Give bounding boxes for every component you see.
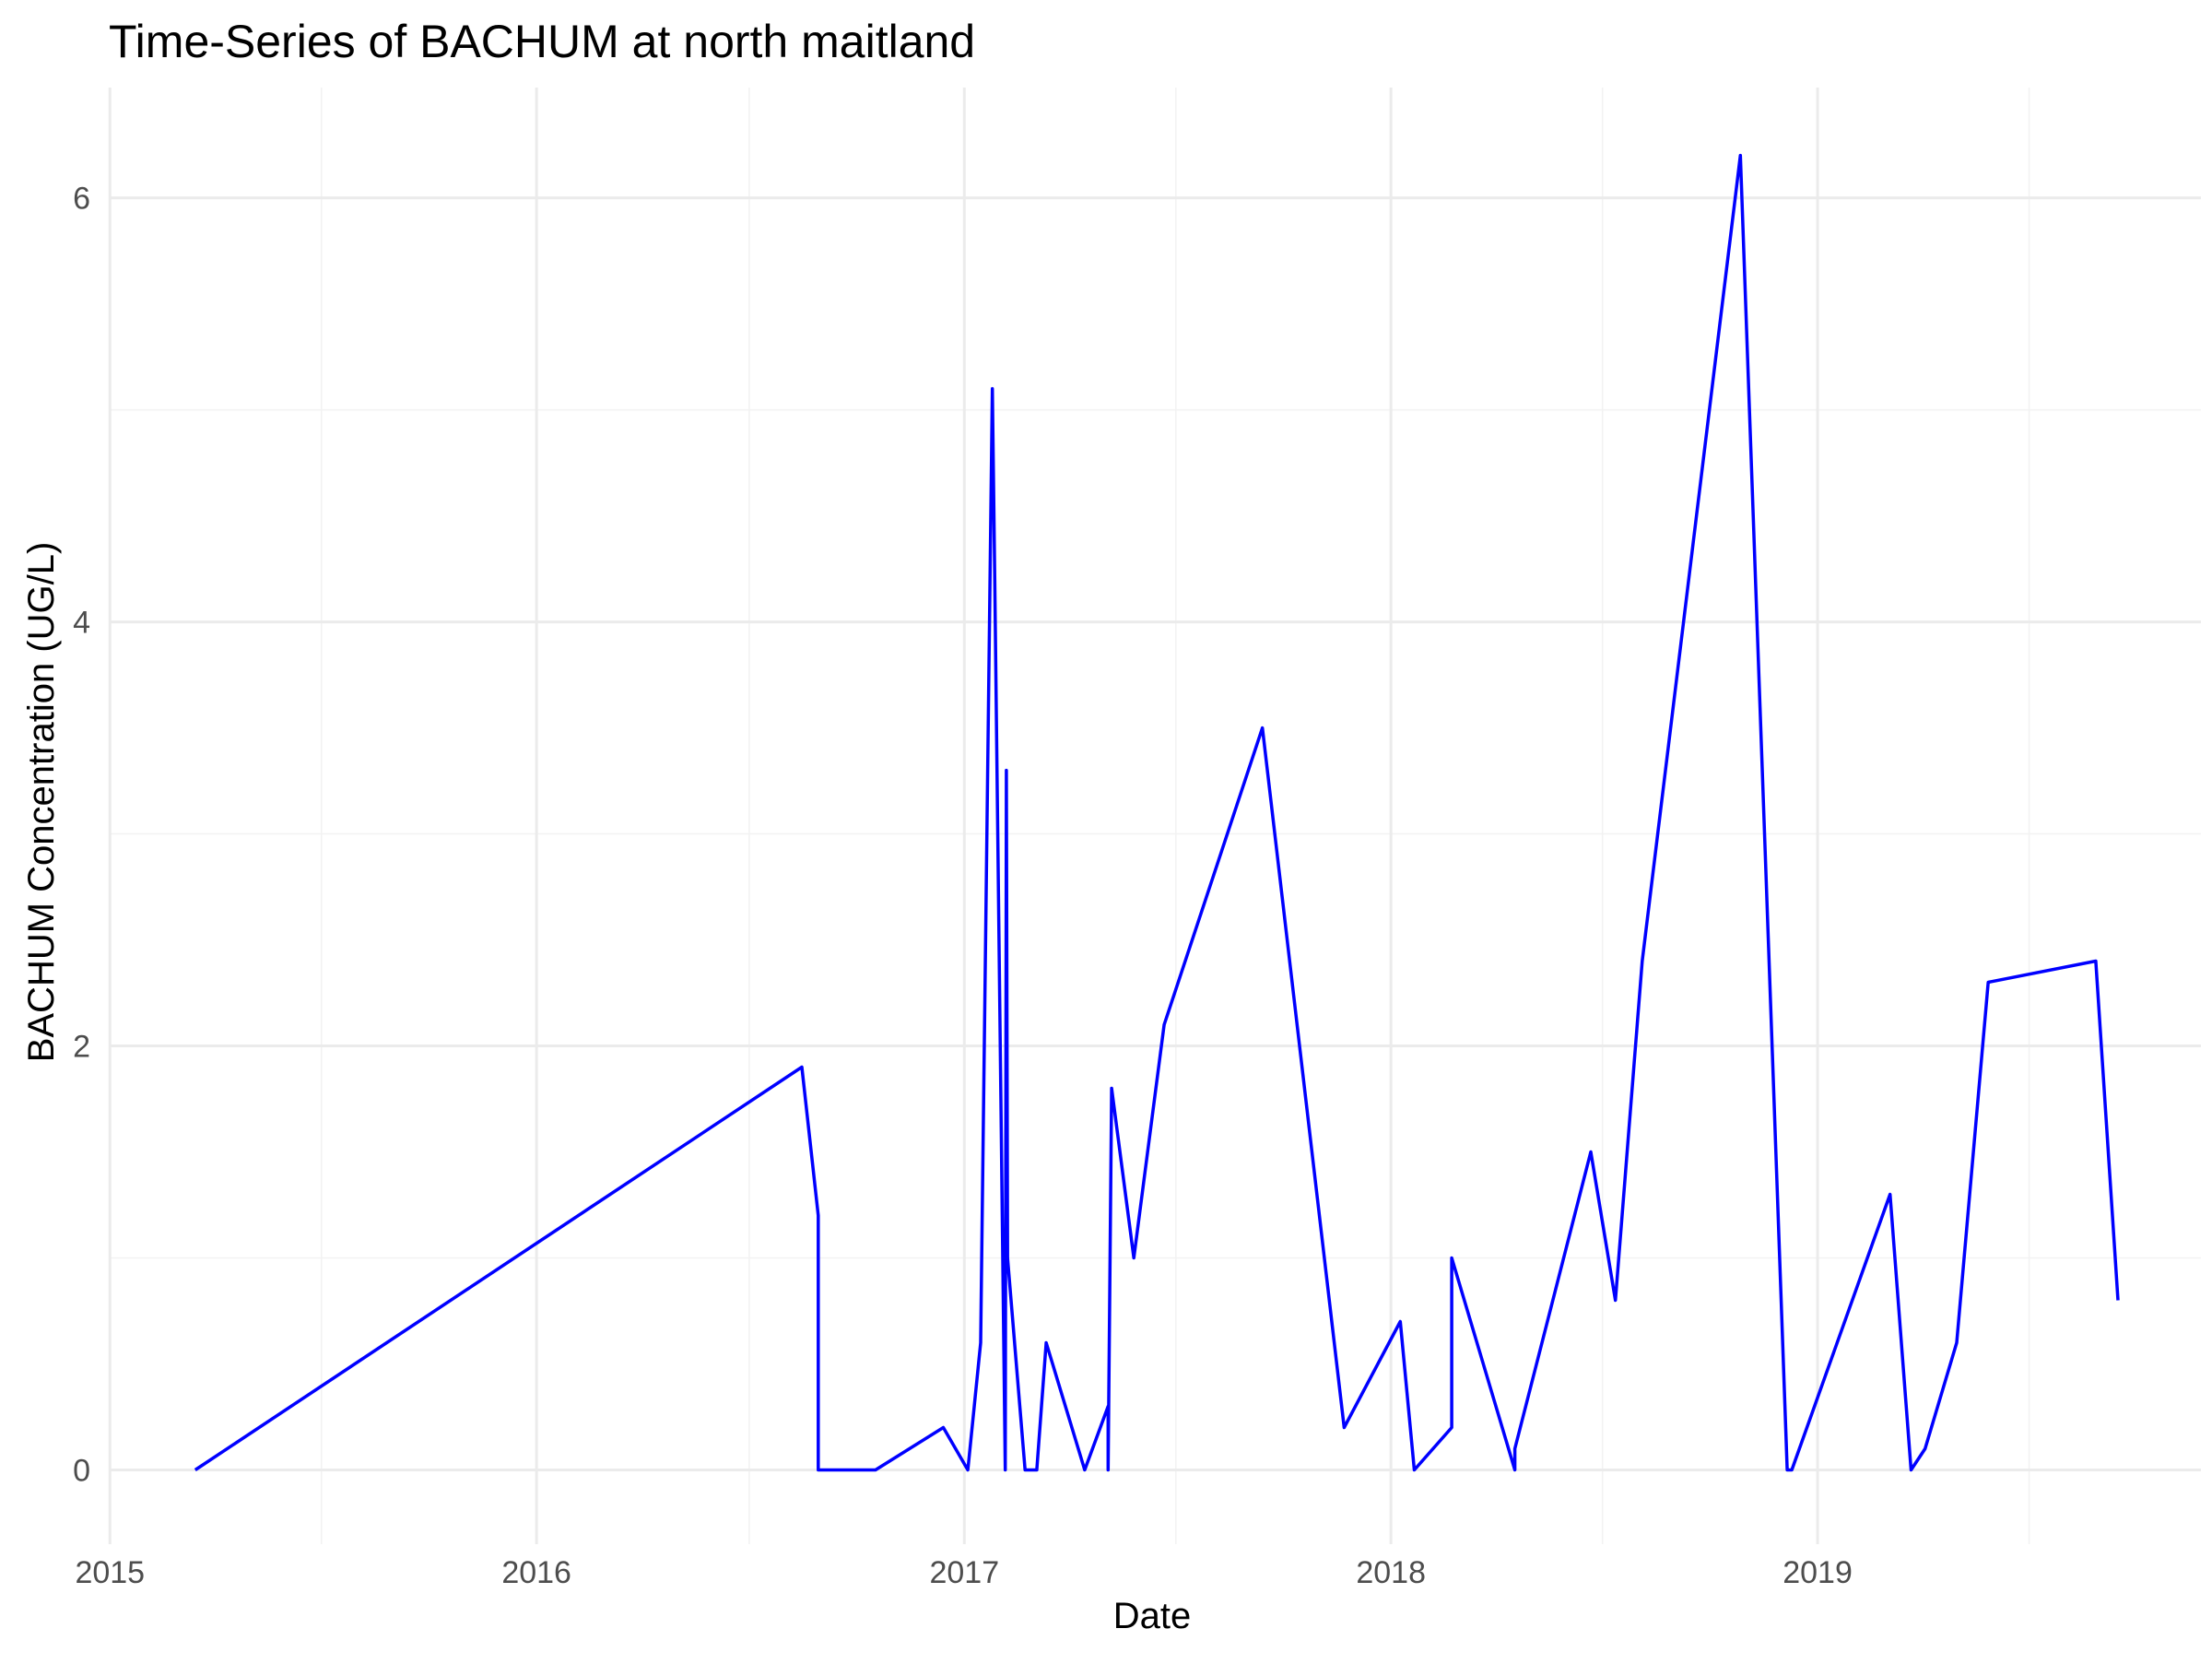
tick-labels: 2015 2016 2017 2018 2019 0 2 4 6 [73,182,1853,1590]
series-layer [194,153,2120,1472]
y-tick-label: 4 [73,606,90,641]
minor-gridlines [109,88,2201,1544]
x-axis-title: Date [1113,1596,1192,1636]
x-tick-label: 2018 [1356,1555,1426,1590]
x-tick-label: 2019 [1783,1555,1853,1590]
x-tick-label: 2017 [929,1555,999,1590]
chart-title: Time-Series of BACHUM at north maitland [109,16,975,67]
y-tick-label: 2 [73,1030,90,1065]
major-gridlines [108,88,2201,1544]
y-tick-label: 0 [73,1454,90,1489]
y-tick-label: 6 [73,182,90,217]
series-line [194,153,2120,1472]
y-axis-title: BACHUM Concentration (UG/L) [21,542,62,1063]
x-tick-label: 2016 [501,1555,571,1590]
x-tick-label: 2015 [75,1555,145,1590]
